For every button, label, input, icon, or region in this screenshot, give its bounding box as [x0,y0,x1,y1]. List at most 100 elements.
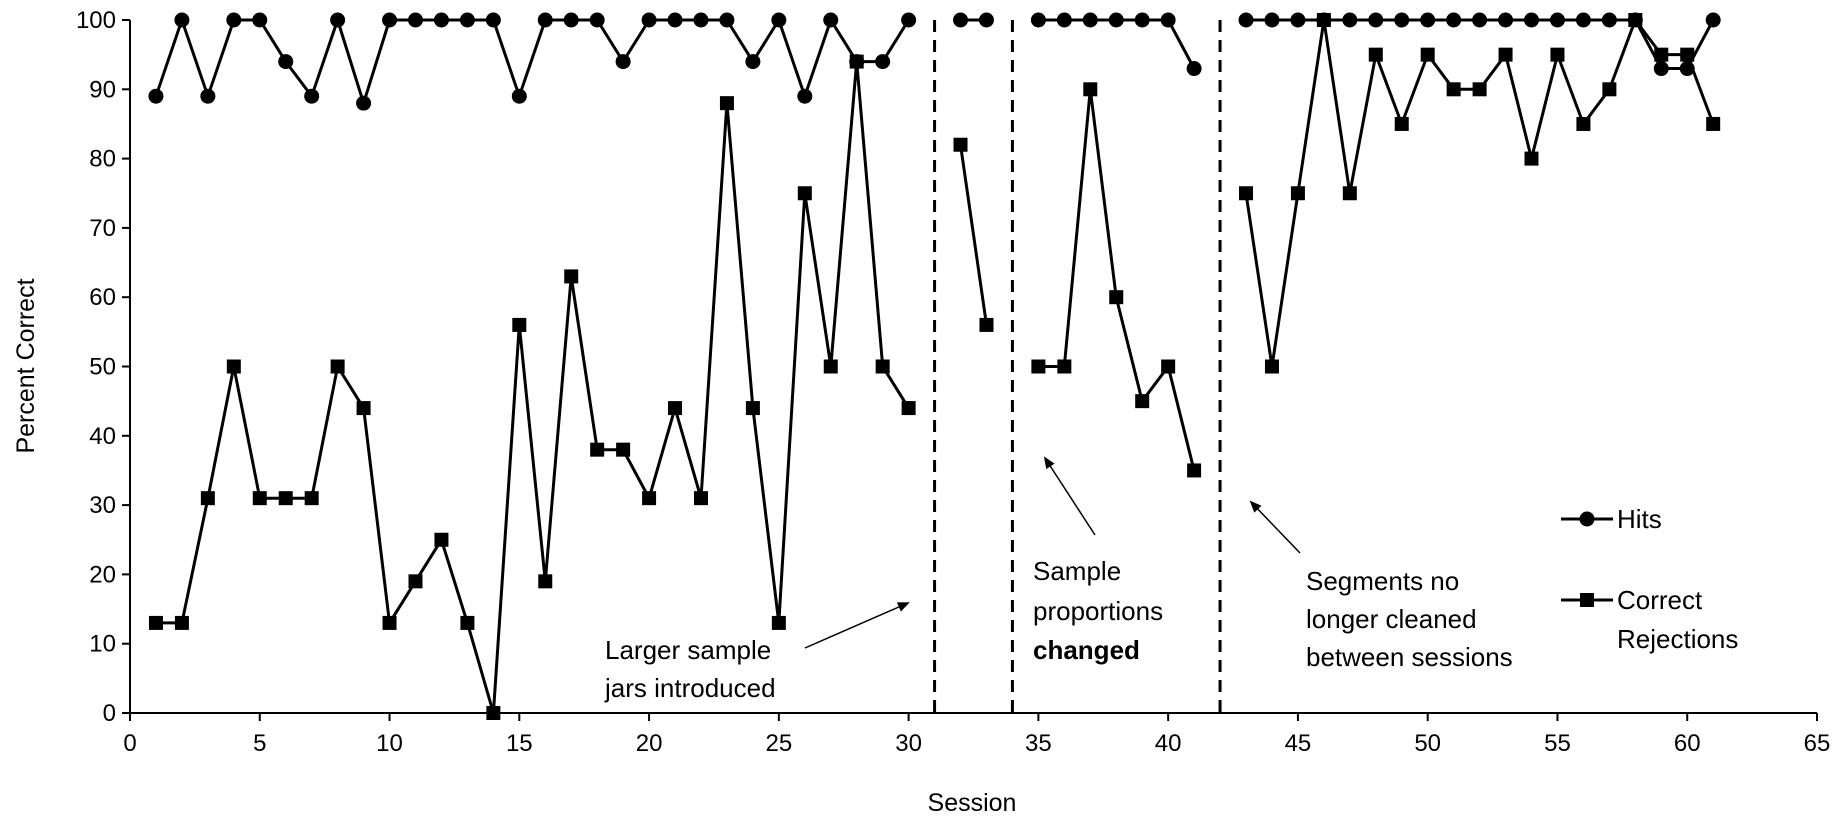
y-tick-label: 80 [89,146,116,173]
annotation-line: between sessions [1306,642,1513,672]
data-point-circle [1653,61,1669,77]
data-point-circle [1134,12,1150,28]
y-tick-label: 20 [89,561,116,588]
annotation-line: jars introduced [604,673,776,703]
annotation-line: Sample [1033,556,1121,586]
series-line [959,144,988,326]
y-tick-label: 0 [103,700,116,727]
data-point-square [1290,186,1305,201]
data-point-circle [589,12,605,28]
data-point-circle [1160,12,1176,28]
data-point-square [1057,359,1072,374]
data-point-circle [1420,12,1436,28]
data-point-square [616,442,631,457]
data-point-square [1680,47,1695,62]
data-point-circle [226,12,242,28]
x-tick-label: 15 [506,730,533,757]
data-point-square [408,574,423,589]
data-point-circle [1472,12,1488,28]
y-tick-label: 90 [89,76,116,103]
data-point-square [1109,290,1124,305]
data-point-circle [304,88,320,104]
annotation-sample-proportions: Sample proportions changed [1033,456,1163,665]
x-tick-label: 45 [1285,730,1312,757]
legend-item-hits: Hits [1561,504,1662,534]
data-point-circle [1186,61,1202,77]
annotation-arrow [1249,500,1301,554]
annotation-arrow [804,602,910,649]
data-point-square [1394,116,1409,131]
data-point-circle [1238,12,1254,28]
data-point-circle [433,12,449,28]
data-point-circle [278,54,294,70]
annotation-larger-jars: Larger sample jars introduced [604,602,910,703]
x-axis-title: Session [928,789,1017,817]
data-point-circle [1290,12,1306,28]
data-point-circle [1575,12,1591,28]
data-point-square [1498,47,1513,62]
data-point-square [1135,394,1150,409]
data-point-circle [615,54,631,70]
series-layer [148,12,1721,720]
annotation-segments: Segments no longer cleaned between sessi… [1249,500,1513,672]
data-point-square [434,532,449,547]
x-tick-label: 0 [123,730,136,757]
data-point-circle [771,12,787,28]
data-point-square [1161,359,1176,374]
y-axis-ticks: 0 10 20 30 40 50 60 70 80 90 100 [76,7,130,727]
data-point-square [200,491,215,506]
x-tick-label: 30 [895,730,922,757]
data-point-square [512,317,527,332]
data-point-square [304,491,319,506]
series-line [1244,18,1715,368]
x-tick-label: 20 [636,730,663,757]
data-point-square [1524,151,1539,166]
data-point-circle [511,88,527,104]
data-point-square [564,269,579,284]
data-point-square [668,401,683,416]
x-tick-label: 5 [253,730,266,757]
data-point-circle [330,12,346,28]
data-point-square [1602,82,1617,97]
data-point-square [1654,47,1669,62]
series-line [156,60,910,715]
y-tick-label: 30 [89,492,116,519]
y-tick-label: 100 [76,7,116,34]
x-tick-label: 25 [765,730,792,757]
annotation-line: longer cleaned [1306,604,1477,634]
data-point-square [953,137,968,152]
data-point-square [590,442,605,457]
y-tick-label: 60 [89,284,116,311]
data-point-circle [485,12,501,28]
annotation-line: proportions [1033,596,1163,626]
data-point-square [1472,82,1487,97]
x-tick-label: 35 [1025,730,1052,757]
annotation-line: changed [1033,635,1140,665]
data-point-circle [459,12,475,28]
data-point-square [1446,82,1461,97]
data-point-circle [1030,12,1046,28]
x-tick-label: 40 [1155,730,1182,757]
legend-item-correct-rejections: Correct Rejections [1561,585,1738,654]
data-point-circle [1342,12,1358,28]
data-point-circle [1108,12,1124,28]
data-point-square [486,706,501,720]
y-tick-label: 50 [89,354,116,381]
data-point-circle [745,54,761,70]
data-point-circle [719,12,735,28]
y-axis-title: Percent Correct [12,278,40,453]
data-point-circle [693,12,709,28]
data-point-square [875,359,890,374]
data-point-circle [978,12,994,28]
data-point-circle [407,12,423,28]
data-point-square [797,186,812,201]
legend: Hits Correct Rejections [1561,504,1738,654]
data-point-circle [174,12,190,28]
data-point-circle [252,12,268,28]
data-point-square [642,491,657,506]
data-point-square [1342,186,1357,201]
data-point-circle [356,95,372,111]
data-point-square [849,54,864,69]
data-point-circle [1549,12,1565,28]
